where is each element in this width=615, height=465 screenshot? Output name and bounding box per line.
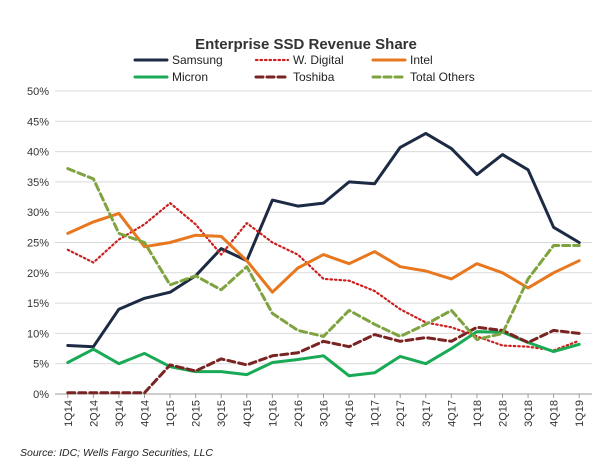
legend-label: W. Digital [293, 53, 344, 67]
legend-item-w-digital: W. Digital [254, 53, 344, 67]
x-tick-label: 3Q14 [114, 400, 126, 427]
y-tick-label: 35% [27, 177, 49, 189]
y-tick-label: 30% [27, 207, 49, 219]
gridlines [55, 90, 592, 395]
chart-title: Enterprise SSD Revenue Share [195, 36, 417, 53]
legend-item-intel: Intel [371, 53, 433, 67]
series-line-w-digital [66, 202, 581, 352]
x-tick-label: 1Q19 [574, 400, 586, 427]
y-tick-label: 25% [27, 238, 49, 250]
x-tick-label: 1Q16 [267, 400, 279, 427]
x-tick-label: 4Q17 [446, 400, 458, 427]
legend-label: Micron [172, 70, 208, 84]
legend-item-micron: Micron [133, 70, 208, 84]
source-note: Source: IDC; Wells Fargo Securities, LLC [20, 447, 213, 459]
y-tick-label: 15% [27, 298, 49, 310]
y-tick-label: 40% [27, 147, 49, 159]
x-tick-label: 3Q17 [421, 400, 433, 427]
legend-label: Toshiba [293, 70, 335, 84]
series-line-total-others [66, 167, 581, 341]
series-line-samsung [66, 131, 581, 349]
x-tick-label: 4Q14 [140, 400, 152, 427]
y-tick-label: 45% [27, 116, 49, 128]
legend-label: Samsung [172, 53, 223, 67]
x-tick-label: 4Q15 [242, 400, 254, 427]
x-tick-label: 3Q15 [216, 400, 228, 427]
x-tick-label: 3Q18 [523, 400, 535, 427]
legend-item-total-others: Total Others [371, 70, 475, 84]
series-group [66, 131, 581, 395]
x-axis: 1Q14 2Q14 3Q14 4Q14 1Q15 2Q15 3Q15 4Q15 1Q16 2Q16… [63, 394, 586, 427]
y-tick-label: 0% [33, 389, 49, 401]
series-line-micron [66, 330, 581, 378]
x-tick-label: 2Q16 [293, 400, 305, 427]
x-tick-label: 1Q17 [370, 400, 382, 427]
x-tick-label: 4Q18 [549, 400, 561, 427]
x-tick-label: 2Q18 [498, 400, 510, 427]
x-tick-label: 2Q17 [395, 400, 407, 427]
legend-label: Intel [410, 53, 433, 67]
y-axis: 0% 5% 10% 15% 20% 25% 30% 35% 40% 45% 50% [27, 86, 49, 401]
x-tick-label: 2Q14 [88, 400, 100, 427]
series-line-toshiba [66, 325, 581, 395]
x-tick-label: 2Q15 [191, 400, 203, 427]
legend: Samsung W. Digital Intel Micron Toshiba Total… [133, 53, 475, 84]
series-line-intel [66, 211, 581, 294]
x-tick-label: 1Q15 [165, 400, 177, 427]
x-tick-label: 3Q16 [319, 400, 331, 427]
legend-item-toshiba: Toshiba [254, 70, 335, 84]
x-tick-label: 1Q14 [63, 400, 75, 427]
y-tick-label: 50% [27, 86, 49, 98]
y-tick-label: 5% [33, 359, 49, 371]
legend-item-samsung: Samsung [133, 53, 223, 67]
y-tick-label: 10% [27, 328, 49, 340]
x-tick-label: 4Q16 [344, 400, 356, 427]
x-tick-label: 1Q18 [472, 400, 484, 427]
y-tick-label: 20% [27, 268, 49, 280]
legend-label: Total Others [410, 70, 475, 84]
